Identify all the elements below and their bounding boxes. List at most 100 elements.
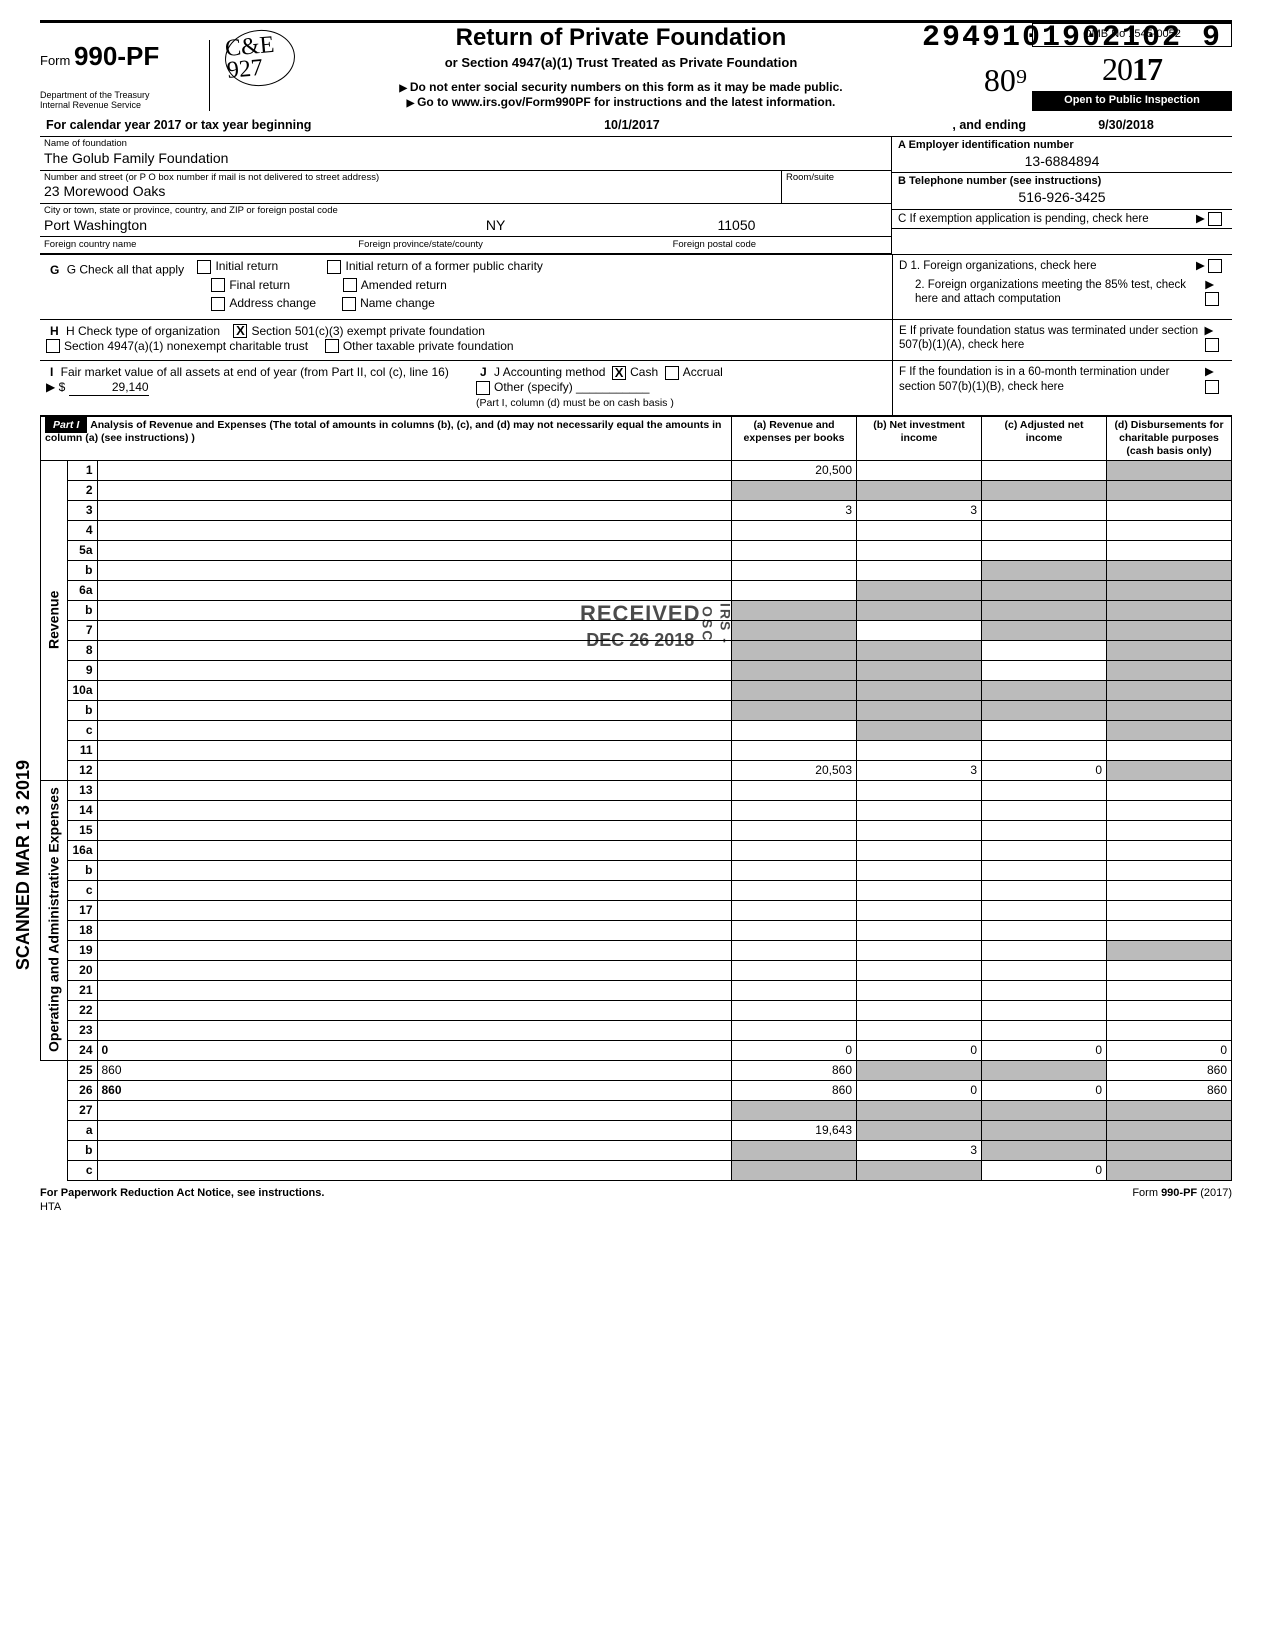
amount-cell[interactable] bbox=[982, 860, 1107, 880]
g-amended[interactable] bbox=[343, 278, 357, 292]
amount-cell[interactable] bbox=[982, 500, 1107, 520]
amount-cell[interactable] bbox=[982, 740, 1107, 760]
amount-cell[interactable] bbox=[982, 780, 1107, 800]
zip[interactable]: 11050 bbox=[586, 217, 887, 235]
city[interactable]: Port Washington bbox=[44, 217, 405, 235]
amount-cell[interactable] bbox=[1107, 900, 1232, 920]
amount-cell[interactable]: 860 bbox=[732, 1060, 857, 1080]
amount-cell[interactable]: 0 bbox=[732, 1040, 857, 1060]
amount-cell[interactable] bbox=[982, 1000, 1107, 1020]
amount-cell[interactable] bbox=[732, 840, 857, 860]
g-initial-return[interactable] bbox=[197, 260, 211, 274]
amount-cell[interactable] bbox=[732, 940, 857, 960]
amount-cell[interactable] bbox=[982, 660, 1107, 680]
g-name-change[interactable] bbox=[342, 297, 356, 311]
amount-cell[interactable] bbox=[732, 960, 857, 980]
amount-cell[interactable] bbox=[857, 820, 982, 840]
amount-cell[interactable] bbox=[982, 960, 1107, 980]
amount-cell[interactable] bbox=[1107, 840, 1232, 860]
amount-cell[interactable] bbox=[1107, 820, 1232, 840]
amount-cell[interactable] bbox=[857, 1020, 982, 1040]
address[interactable]: 23 Morewood Oaks bbox=[40, 183, 781, 203]
h-other-taxable[interactable] bbox=[325, 339, 339, 353]
amount-cell[interactable] bbox=[857, 460, 982, 480]
amount-cell[interactable] bbox=[732, 800, 857, 820]
amount-cell[interactable] bbox=[857, 920, 982, 940]
calendar-begin[interactable]: 10/1/2017 bbox=[311, 118, 952, 134]
amount-cell[interactable] bbox=[982, 900, 1107, 920]
amount-cell[interactable] bbox=[1107, 1000, 1232, 1020]
ein-value[interactable]: 13-6884894 bbox=[898, 153, 1226, 171]
amount-cell[interactable] bbox=[857, 800, 982, 820]
amount-cell[interactable] bbox=[857, 560, 982, 580]
g-address-change[interactable] bbox=[211, 297, 225, 311]
foundation-name[interactable]: The Golub Family Foundation bbox=[40, 150, 891, 170]
amount-cell[interactable] bbox=[732, 720, 857, 740]
amount-cell[interactable] bbox=[982, 720, 1107, 740]
amount-cell[interactable] bbox=[857, 860, 982, 880]
amount-cell[interactable]: 0 bbox=[982, 1080, 1107, 1100]
amount-cell[interactable]: 860 bbox=[1107, 1060, 1232, 1080]
amount-cell[interactable]: 0 bbox=[982, 1040, 1107, 1060]
amount-cell[interactable] bbox=[732, 740, 857, 760]
amount-cell[interactable]: 3 bbox=[857, 760, 982, 780]
amount-cell[interactable] bbox=[857, 980, 982, 1000]
amount-cell[interactable] bbox=[732, 880, 857, 900]
amount-cell[interactable] bbox=[982, 980, 1107, 1000]
amount-cell[interactable] bbox=[857, 620, 982, 640]
amount-cell[interactable] bbox=[1107, 740, 1232, 760]
amount-cell[interactable] bbox=[1107, 920, 1232, 940]
amount-cell[interactable] bbox=[732, 1000, 857, 1020]
e-checkbox[interactable] bbox=[1205, 338, 1219, 352]
amount-cell[interactable] bbox=[732, 560, 857, 580]
amount-cell[interactable] bbox=[1107, 780, 1232, 800]
j-accrual[interactable] bbox=[665, 366, 679, 380]
amount-cell[interactable] bbox=[732, 1020, 857, 1040]
amount-cell[interactable]: 0 bbox=[982, 760, 1107, 780]
amount-cell[interactable] bbox=[857, 540, 982, 560]
fmv-value[interactable]: 29,140 bbox=[69, 380, 149, 396]
amount-cell[interactable]: 3 bbox=[857, 500, 982, 520]
amount-cell[interactable] bbox=[857, 740, 982, 760]
amount-cell[interactable] bbox=[857, 960, 982, 980]
amount-cell[interactable] bbox=[1107, 500, 1232, 520]
amount-cell[interactable] bbox=[732, 920, 857, 940]
h-4947[interactable] bbox=[46, 339, 60, 353]
amount-cell[interactable] bbox=[857, 900, 982, 920]
amount-cell[interactable] bbox=[732, 580, 857, 600]
amount-cell[interactable] bbox=[982, 800, 1107, 820]
j-other[interactable] bbox=[476, 381, 490, 395]
amount-cell[interactable] bbox=[1107, 960, 1232, 980]
amount-cell[interactable] bbox=[857, 1000, 982, 1020]
calendar-end[interactable]: 9/30/2018 bbox=[1026, 118, 1226, 134]
amount-cell[interactable]: 20,503 bbox=[732, 760, 857, 780]
amount-cell[interactable] bbox=[1107, 540, 1232, 560]
g-initial-former[interactable] bbox=[327, 260, 341, 274]
amount-cell[interactable] bbox=[732, 900, 857, 920]
amount-cell[interactable] bbox=[732, 980, 857, 1000]
amount-cell[interactable] bbox=[857, 780, 982, 800]
amount-cell[interactable]: 0 bbox=[982, 1160, 1107, 1180]
c-checkbox[interactable] bbox=[1208, 212, 1222, 226]
amount-cell[interactable] bbox=[857, 940, 982, 960]
amount-cell[interactable] bbox=[982, 460, 1107, 480]
amount-cell[interactable] bbox=[982, 520, 1107, 540]
amount-cell[interactable]: 0 bbox=[1107, 1040, 1232, 1060]
amount-cell[interactable]: 860 bbox=[1107, 1080, 1232, 1100]
amount-cell[interactable] bbox=[1107, 880, 1232, 900]
amount-cell[interactable] bbox=[732, 520, 857, 540]
amount-cell[interactable] bbox=[1107, 520, 1232, 540]
d1-checkbox[interactable] bbox=[1208, 259, 1222, 273]
amount-cell[interactable] bbox=[982, 840, 1107, 860]
amount-cell[interactable] bbox=[1107, 800, 1232, 820]
amount-cell[interactable] bbox=[732, 820, 857, 840]
amount-cell[interactable] bbox=[982, 820, 1107, 840]
phone-value[interactable]: 516-926-3425 bbox=[898, 189, 1226, 207]
amount-cell[interactable] bbox=[857, 520, 982, 540]
state[interactable]: NY bbox=[405, 217, 586, 235]
amount-cell[interactable]: 20,500 bbox=[732, 460, 857, 480]
amount-cell[interactable] bbox=[982, 940, 1107, 960]
amount-cell[interactable] bbox=[857, 840, 982, 860]
amount-cell[interactable] bbox=[1107, 1020, 1232, 1040]
amount-cell[interactable]: 0 bbox=[857, 1040, 982, 1060]
